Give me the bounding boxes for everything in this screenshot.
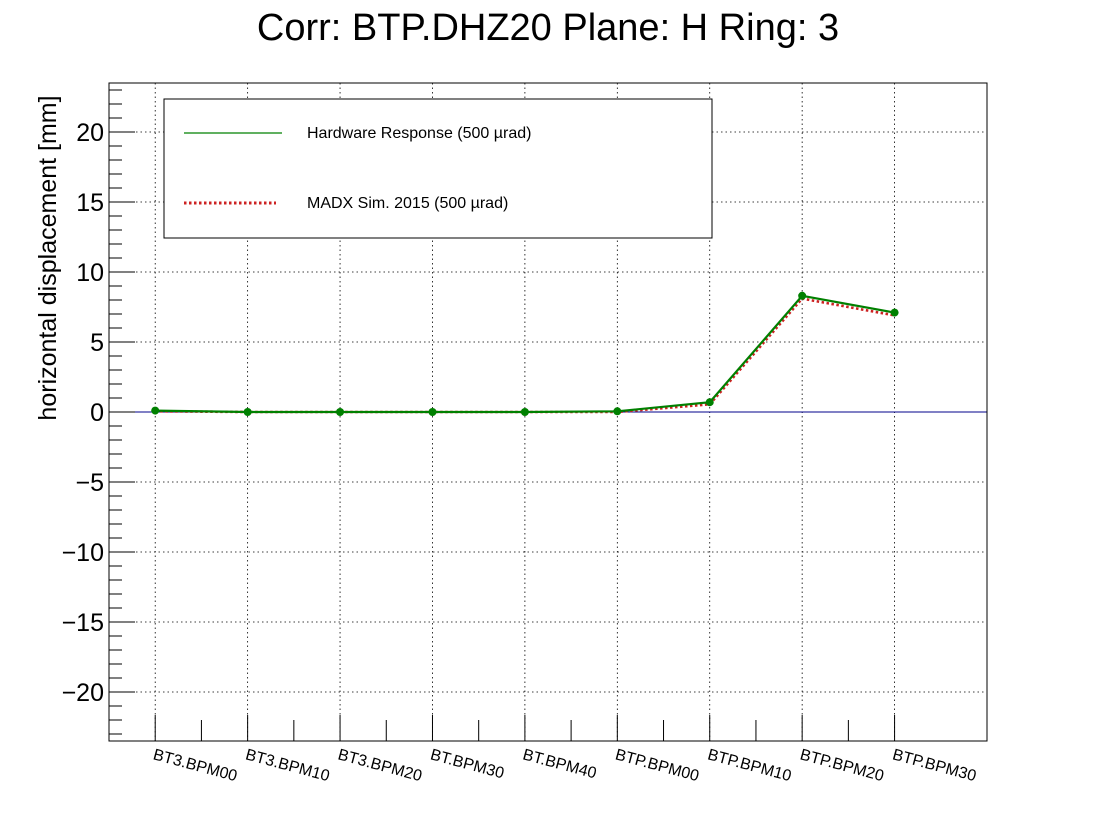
x-tick-label: BTP.BPM10 [706,746,794,785]
x-tick-label: BT3.BPM20 [336,746,424,785]
x-tick-label: BT3.BPM00 [151,746,239,785]
series-layer [151,291,899,416]
legend-label-madx: MADX Sim. 2015 (500 µrad) [307,195,508,212]
chart-title: Corr: BTP.DHZ20 Plane: H Ring: 3 [257,7,839,49]
y-tick-label: −15 [62,609,104,637]
data-point-hardware [520,408,529,416]
y-tick-label: 0 [90,399,104,427]
x-tick-label: BT.BPM30 [428,746,506,782]
axis-ticks [109,89,896,741]
y-axis-label: horizontal displacement [mm] [34,95,62,420]
x-tick-label: BT.BPM40 [521,746,599,782]
data-point-hardware [890,308,899,317]
x-tick-labels: BT3.BPM00 BT3.BPM10 BT3.BPM20 BT.BPM30 BT.BP… [151,746,978,785]
data-point-hardware [151,406,160,415]
y-tick-label: 5 [90,329,104,357]
data-point-hardware [336,408,345,416]
data-point-hardware [705,398,714,407]
y-tick-label: −20 [62,679,104,707]
x-tick-label: BT3.BPM10 [244,746,332,785]
y-tick-label: 15 [76,189,104,217]
x-tick-label: BTP.BPM30 [891,746,979,785]
legend: Hardware Response (500 µrad) MADX Sim. 2… [163,98,713,239]
y-tick-label: −5 [75,469,104,497]
y-tick-label: −10 [62,539,104,567]
x-tick-label: BTP.BPM00 [613,746,701,785]
data-point-hardware [613,407,622,416]
y-tick-label: 20 [76,119,104,147]
x-tick-label: BTP.BPM20 [798,746,886,785]
y-tick-label: 10 [76,259,104,287]
data-point-hardware [798,291,807,300]
y-tick-labels: −20 −15 −10 −5 0 5 10 15 20 [62,119,104,707]
legend-box [163,98,713,239]
legend-label-hardware: Hardware Response (500 µrad) [307,125,531,142]
data-point-hardware [428,408,437,416]
data-point-hardware [243,408,252,416]
